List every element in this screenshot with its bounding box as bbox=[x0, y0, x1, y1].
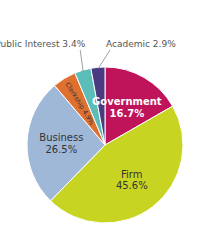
slice-label: Business26.5% bbox=[39, 132, 83, 155]
value-label: 2.9% bbox=[153, 39, 176, 49]
value-label: 26.5% bbox=[45, 144, 77, 155]
value-label: 4.9% bbox=[80, 108, 95, 126]
slices bbox=[27, 67, 183, 223]
value-label: 3.4% bbox=[62, 39, 85, 49]
category-label: Firm bbox=[121, 169, 142, 180]
category-label: Government bbox=[92, 96, 162, 107]
category-label: Business bbox=[39, 132, 83, 143]
outside-label: Academic 2.9% bbox=[106, 39, 176, 49]
leader-line bbox=[80, 50, 83, 72]
value-label: 16.7% bbox=[110, 108, 145, 119]
value-label: 45.6% bbox=[116, 180, 148, 191]
category-label: Clerkship bbox=[64, 81, 87, 111]
slice-label: Government16.7% bbox=[92, 96, 162, 119]
outside-label: Public Interest 3.4% bbox=[0, 39, 86, 49]
leader-line bbox=[98, 50, 110, 69]
slice-label: Clerkship 4.9% bbox=[64, 81, 96, 127]
pie-chart: Government16.7% Firm45.6% Business26.5% Cle… bbox=[0, 0, 210, 240]
category-label: Academic bbox=[106, 39, 150, 49]
chart-container: Government16.7% Firm45.6% Business26.5% Cle… bbox=[0, 0, 210, 240]
category-label: Public Interest bbox=[0, 39, 60, 49]
slice-label: Firm45.6% bbox=[116, 169, 148, 192]
labels: Government16.7% Firm45.6% Business26.5% Cle… bbox=[0, 39, 176, 191]
